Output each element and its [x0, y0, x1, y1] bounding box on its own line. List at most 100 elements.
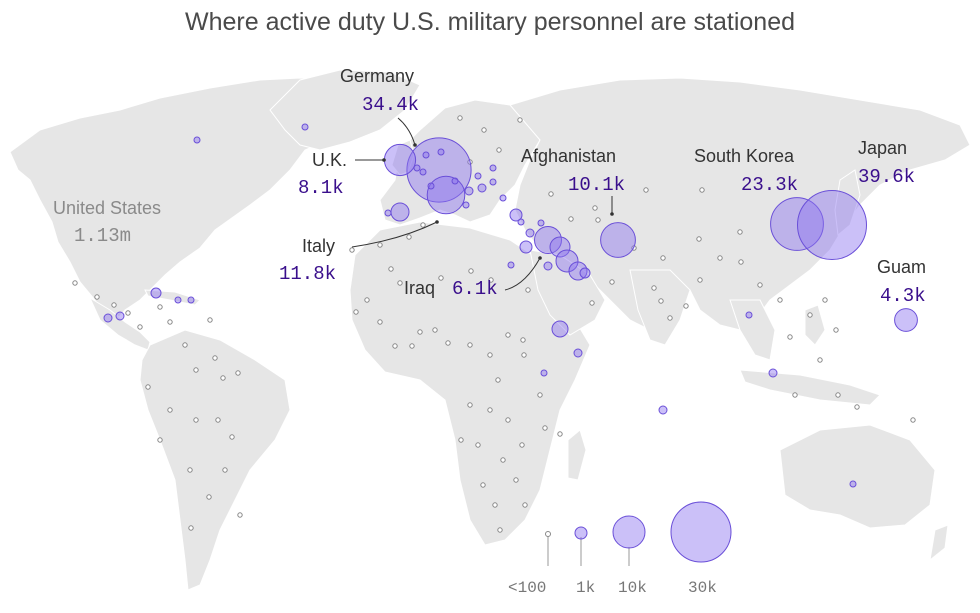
bubble-uk — [383, 143, 417, 177]
tiny-marker — [496, 147, 502, 153]
tiny-marker — [822, 297, 828, 303]
tiny-marker — [492, 502, 498, 508]
tiny-marker — [589, 300, 595, 306]
tiny-marker — [717, 255, 723, 261]
tiny-marker — [522, 502, 528, 508]
germany-name: Germany — [340, 66, 414, 86]
leader-layer — [351, 117, 614, 291]
tiny-marker — [643, 187, 649, 193]
tiny-marker — [660, 255, 666, 261]
bubble-minor — [507, 261, 515, 269]
tiny-marker — [480, 482, 486, 488]
tiny-marker — [500, 457, 506, 463]
legend-bubble-30k — [670, 501, 732, 563]
tiny-marker — [651, 285, 657, 291]
tiny-marker — [817, 357, 823, 363]
bubble-layer — [103, 123, 918, 488]
tiny-marker — [229, 434, 235, 440]
bubble-minor — [301, 123, 309, 131]
tiny-marker — [757, 282, 763, 288]
australia-landmass — [779, 424, 936, 529]
africa-landmass — [349, 221, 591, 546]
legend-marker-under-100 — [545, 531, 551, 537]
tiny-marker — [212, 355, 218, 361]
bubble-minor — [150, 287, 162, 299]
tiny-marker — [738, 259, 744, 265]
afghanistan-name: Afghanistan — [521, 146, 616, 166]
legend-label-30k: 30k — [688, 579, 717, 597]
tiny-marker — [145, 384, 151, 390]
tiny-marker — [377, 242, 383, 248]
tiny-marker — [392, 343, 398, 349]
iraq-leader — [504, 257, 541, 291]
bubble-minor — [555, 249, 579, 273]
tiny-marker — [458, 437, 464, 443]
indonesia-landmass — [739, 369, 881, 406]
tiny-marker — [697, 277, 703, 283]
tiny-marker — [409, 343, 415, 349]
bubble-minor — [540, 369, 548, 377]
iraq-arrowhead — [538, 256, 542, 260]
bubble-minor — [658, 405, 668, 415]
bubble-minor — [384, 209, 392, 217]
tiny-marker — [525, 287, 531, 293]
germany-arrowhead — [413, 143, 417, 147]
tiny-marker — [737, 229, 743, 235]
caribbean-landmass — [144, 289, 201, 306]
india-landmass — [629, 269, 691, 346]
tiny-marker — [537, 392, 543, 398]
bubble-minor — [464, 186, 474, 196]
bubble-minor — [489, 178, 497, 186]
tiny-marker — [595, 217, 601, 223]
southeast-asia-landmass — [729, 299, 776, 361]
uk-landmass — [391, 139, 415, 176]
tiny-marker — [157, 437, 163, 443]
legend-label-1k: 1k — [576, 579, 595, 597]
uk-value: 8.1k — [298, 177, 344, 199]
europe-landmass — [379, 99, 541, 226]
bubble-south-korea — [770, 197, 824, 251]
tiny-marker — [517, 117, 523, 123]
uk-name: U.K. — [312, 150, 347, 170]
legend-label-under-100: <100 — [508, 579, 546, 597]
south-korea-value: 23.3k — [741, 174, 798, 196]
greenland-landmass — [269, 69, 421, 151]
tiny-marker — [72, 280, 78, 286]
tiny-marker — [207, 317, 213, 323]
tiny-marker — [467, 342, 473, 348]
afghanistan-arrowhead — [610, 212, 614, 216]
guam-name: Guam — [877, 257, 926, 277]
tiny-marker — [481, 127, 487, 133]
tiny-marker — [349, 247, 355, 253]
bubble-minor — [517, 218, 525, 226]
tiny-marker — [696, 236, 702, 242]
annotation-layer: Germany 34.4k U.K. 8.1k Italy 11.8k Afgh… — [53, 66, 926, 307]
tiny-marker — [432, 327, 438, 333]
bubble-minor — [509, 208, 523, 222]
tiny-marker-layer — [72, 115, 916, 533]
iraq-value: 6.1k — [452, 278, 498, 300]
south-america-landmass — [139, 329, 291, 591]
tiny-marker — [187, 467, 193, 473]
tiny-marker — [468, 268, 474, 274]
tiny-marker — [487, 407, 493, 413]
bubble-minor — [419, 168, 427, 176]
tiny-marker — [353, 309, 359, 315]
bubble-minor — [437, 148, 445, 156]
land-layer — [9, 69, 971, 591]
bubble-minor — [174, 296, 182, 304]
tiny-marker — [521, 352, 527, 358]
tiny-marker — [833, 327, 839, 333]
tiny-marker — [182, 342, 188, 348]
tiny-marker — [519, 442, 525, 448]
madagascar-landmass — [567, 429, 587, 481]
arabia-landmass — [529, 249, 606, 336]
bubble-minor — [115, 311, 125, 321]
tiny-marker — [683, 303, 689, 309]
tiny-marker — [787, 334, 793, 340]
tiny-marker — [592, 205, 598, 211]
bubble-minor — [462, 201, 470, 209]
tiny-marker — [188, 525, 194, 531]
bubble-minor — [551, 320, 569, 338]
